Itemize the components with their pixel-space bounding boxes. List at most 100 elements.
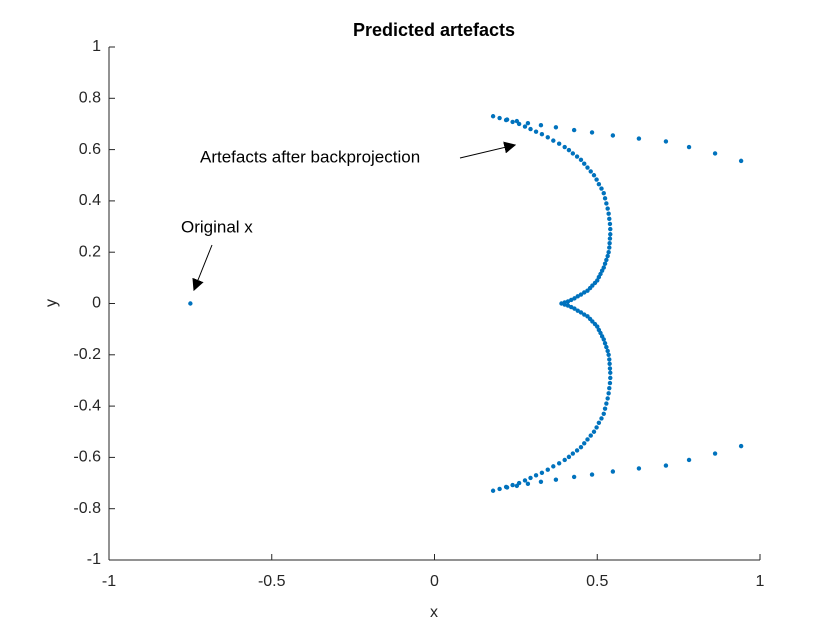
point xyxy=(585,437,590,442)
point xyxy=(510,119,515,125)
point xyxy=(589,130,595,135)
point xyxy=(607,357,612,362)
point xyxy=(605,396,610,401)
point xyxy=(553,125,559,130)
point xyxy=(596,274,602,280)
point xyxy=(538,123,544,128)
point xyxy=(591,173,597,178)
x-tick-label: 1 xyxy=(756,573,765,590)
point xyxy=(562,144,567,150)
point xyxy=(604,201,609,206)
point xyxy=(599,268,605,273)
point xyxy=(712,151,718,156)
annotation-arrow xyxy=(192,244,213,292)
x-axis-label: x xyxy=(430,604,438,621)
point xyxy=(510,482,515,488)
point xyxy=(601,191,606,196)
point xyxy=(591,429,597,434)
point xyxy=(606,391,611,396)
point xyxy=(575,308,580,313)
point xyxy=(545,467,550,472)
x-tick-label: 0.5 xyxy=(586,573,608,590)
chart-title: Predicted artefacts xyxy=(353,20,515,40)
point xyxy=(607,236,613,241)
x-tick-label: -0.5 xyxy=(258,573,286,590)
x-tick-label: 0 xyxy=(430,573,439,590)
point xyxy=(607,216,612,222)
point xyxy=(606,352,611,357)
point xyxy=(585,314,590,319)
point xyxy=(566,147,572,153)
point xyxy=(606,250,611,255)
point xyxy=(571,127,577,133)
point xyxy=(599,334,605,339)
point xyxy=(562,302,567,307)
point xyxy=(607,221,613,227)
point xyxy=(588,169,593,174)
point xyxy=(538,479,544,484)
point xyxy=(607,385,612,391)
point xyxy=(556,141,562,146)
point xyxy=(525,481,531,487)
point xyxy=(605,253,610,259)
point xyxy=(525,120,531,126)
point xyxy=(522,478,528,483)
point xyxy=(566,454,572,460)
point xyxy=(608,375,613,381)
y-tick-label: -0.6 xyxy=(73,449,101,466)
point xyxy=(575,294,580,299)
y-axis-label: y xyxy=(43,299,60,307)
point xyxy=(738,443,744,449)
point xyxy=(574,448,580,453)
point xyxy=(596,420,602,425)
point xyxy=(545,135,550,140)
point xyxy=(578,292,584,297)
point xyxy=(605,348,610,354)
point xyxy=(608,226,613,232)
point xyxy=(607,245,612,250)
point xyxy=(599,186,604,191)
point xyxy=(605,206,610,211)
point xyxy=(562,457,567,463)
point xyxy=(596,182,602,187)
point xyxy=(602,341,608,346)
point xyxy=(585,288,590,293)
point xyxy=(571,474,577,480)
point xyxy=(539,132,545,137)
point xyxy=(497,115,502,121)
point xyxy=(712,451,718,456)
y-tick-label: -0.2 xyxy=(73,346,101,363)
y-tick-label: 0.6 xyxy=(79,141,101,158)
point xyxy=(663,139,669,144)
point xyxy=(594,425,599,430)
point xyxy=(604,257,609,263)
point xyxy=(504,117,510,122)
point xyxy=(497,486,502,492)
point xyxy=(574,154,580,159)
point xyxy=(490,488,496,493)
point xyxy=(570,451,576,456)
point xyxy=(738,158,744,164)
point xyxy=(522,124,528,129)
point xyxy=(599,416,604,421)
annotation: Original x xyxy=(181,217,253,236)
point xyxy=(607,366,613,371)
point xyxy=(514,483,520,489)
y-tick-label: 1 xyxy=(92,38,101,55)
point xyxy=(556,461,562,466)
point xyxy=(608,370,613,375)
point xyxy=(490,114,496,119)
point xyxy=(504,485,510,490)
point xyxy=(582,312,587,317)
point xyxy=(553,477,559,482)
point xyxy=(528,475,533,481)
point xyxy=(602,406,608,411)
point xyxy=(578,444,584,450)
y-tick-label: 0 xyxy=(92,295,101,312)
point xyxy=(582,441,587,446)
point xyxy=(528,126,533,132)
point xyxy=(551,138,556,143)
point xyxy=(539,470,545,475)
